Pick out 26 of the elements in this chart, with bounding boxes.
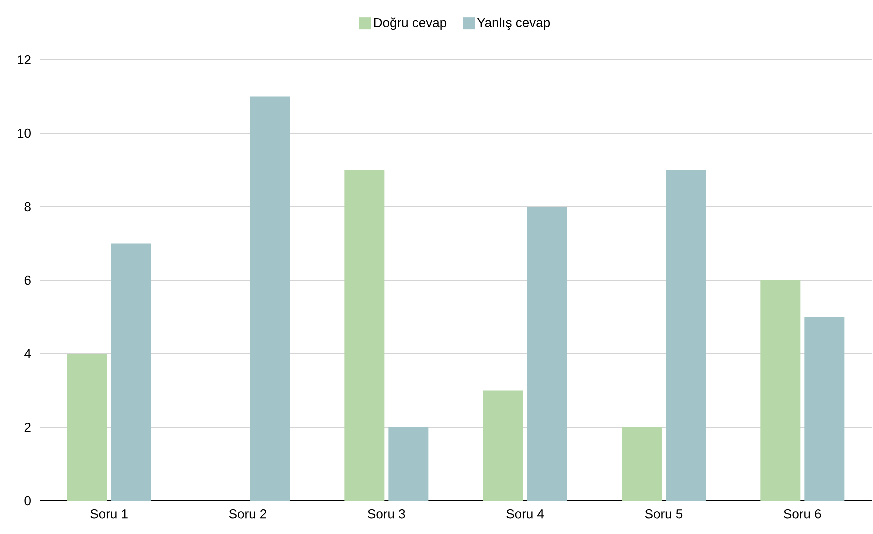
bar: [344, 170, 385, 501]
x-tick-label: Soru 4: [506, 510, 544, 519]
x-tick-label: Soru 5: [645, 510, 683, 519]
bar: [760, 280, 801, 501]
bar: [527, 206, 568, 501]
bar: [250, 96, 290, 501]
bar: [111, 244, 152, 501]
x-tick-label: Soru 2: [229, 510, 266, 519]
x-tick-label: Soru 1: [90, 510, 128, 519]
y-tick-label: 4: [24, 350, 32, 358]
bar: [388, 427, 429, 501]
legend-label: Yanlış cevap: [477, 18, 550, 30]
bar: [804, 317, 845, 501]
x-tick-label: Soru 3: [368, 510, 406, 519]
y-tick-label: 10: [18, 128, 31, 138]
legend-label: Doğru cevap: [374, 18, 447, 30]
bar: [666, 170, 706, 501]
y-tick-label: 2: [24, 422, 31, 432]
x-tick-label: Soru 6: [784, 510, 822, 519]
bar: [67, 354, 108, 501]
bar: [483, 390, 524, 501]
bar: [622, 427, 662, 501]
y-tick-label: 6: [24, 276, 31, 286]
y-tick-label: 8: [24, 202, 31, 212]
y-tick-label: 0: [24, 496, 31, 506]
y-tick-label: 12: [18, 55, 31, 65]
